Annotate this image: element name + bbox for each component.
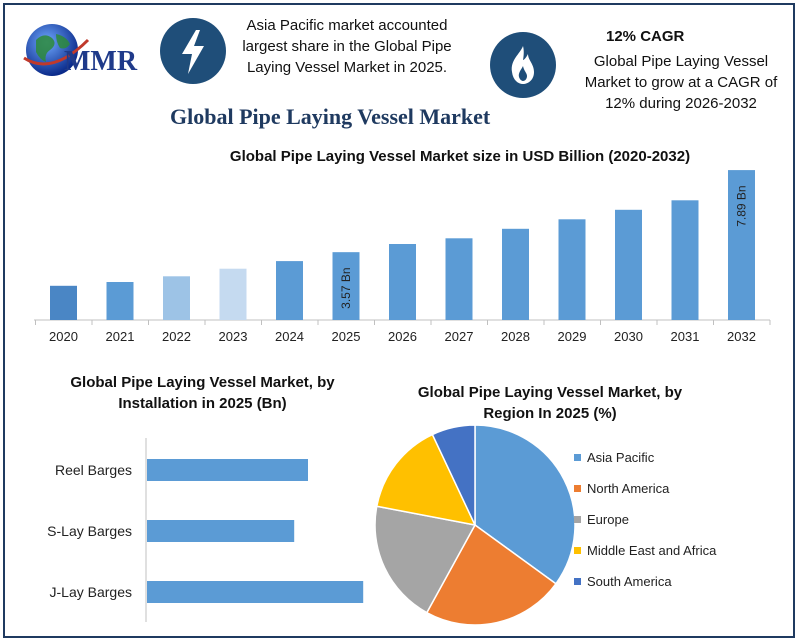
x-tick-label: 2026 <box>388 329 417 344</box>
x-tick-label: 2027 <box>445 329 474 344</box>
globe-icon <box>23 24 90 76</box>
bar-chart-title: Global Pipe Laying Vessel Market size in… <box>229 148 691 165</box>
bar-2029 <box>558 219 586 320</box>
pie-slice-south-america <box>431 424 476 526</box>
x-tick-label: 2020 <box>49 329 78 344</box>
x-tick-label: 2028 <box>501 329 530 344</box>
pie-chart-title: Global Pipe Laying Vessel Market, by Reg… <box>417 384 683 422</box>
x-tick-label: 2029 <box>558 329 587 344</box>
legend-item: South America <box>574 566 716 597</box>
x-tick-label: 2023 <box>219 329 248 344</box>
data-label: 7.89 Bn <box>735 185 749 226</box>
bar-2027 <box>445 238 473 320</box>
legend-label: South America <box>587 574 672 589</box>
pie-slice-north-america <box>425 523 557 626</box>
info-right-text: Global Pipe Laying Vessel Market to grow… <box>584 53 778 112</box>
bar-2031 <box>671 200 699 320</box>
installation-bar-chart: Reel Barges S-Lay Barges J-Lay Barges <box>47 438 364 622</box>
x-tick-label: 2031 <box>671 329 700 344</box>
logo-text: MMR <box>64 46 138 77</box>
bar-2030 <box>615 209 642 320</box>
legend-label: Middle East and Africa <box>587 543 717 558</box>
bar-2023 <box>219 268 247 320</box>
cagr-title: 12% CAGR <box>606 28 685 45</box>
bar-2026 <box>389 244 416 320</box>
legend-label: Europe <box>587 512 629 527</box>
hbar-j-lay-barges <box>147 581 364 603</box>
lightning-icon <box>160 18 226 84</box>
pie-slice-europe <box>374 505 477 614</box>
region-pie-chart <box>374 424 576 626</box>
bar-2024 <box>276 261 303 320</box>
x-tick-label: 2030 <box>614 329 643 344</box>
bar-2022 <box>163 276 190 320</box>
main-title: Global Pipe Laying Vessel Market <box>170 104 491 129</box>
legend-item: Europe <box>574 504 716 535</box>
hbar-s-lay-barges <box>147 520 295 542</box>
x-tick-label: 2025 <box>332 329 361 344</box>
bar-2025 <box>332 252 360 320</box>
x-tick-label: 2022 <box>162 329 191 344</box>
pie-slice-middle-east-and-africa <box>375 433 477 527</box>
category-label: S-Lay Barges <box>47 523 132 539</box>
data-label: 3.57 Bn <box>339 267 353 308</box>
legend-swatch <box>574 578 581 585</box>
bar-2020 <box>50 285 77 320</box>
legend-item: Middle East and Africa <box>574 535 716 566</box>
legend-item: Asia Pacific <box>574 442 716 473</box>
bar-2028 <box>502 228 529 320</box>
hbar-reel-barges <box>147 459 308 481</box>
legend-swatch <box>574 547 581 554</box>
info-left-text: Asia Pacific market accounted largest sh… <box>242 17 452 76</box>
hbar-chart-title: Global Pipe Laying Vessel Market, by Ins… <box>70 374 335 412</box>
x-tick-label: 2021 <box>106 329 135 344</box>
flame-icon <box>490 32 556 98</box>
mmr-logo: MMR <box>12 18 152 88</box>
legend-swatch <box>574 485 581 492</box>
infographic-frame <box>3 3 795 638</box>
category-label: Reel Barges <box>55 462 132 478</box>
bar-2032 <box>728 170 755 320</box>
x-tick-label: 2024 <box>275 329 304 344</box>
market-size-bar-chart: 2020 2021 2022 2023 2024 2025 3.57 Bn 2026 2027 2… <box>34 170 771 344</box>
legend-swatch <box>574 454 581 461</box>
legend-item: North America <box>574 473 716 504</box>
pie-slice-asia-pacific <box>474 424 576 585</box>
x-tick-label: 2032 <box>727 329 756 344</box>
legend-swatch <box>574 516 581 523</box>
legend-label: North America <box>587 481 670 496</box>
legend-label: Asia Pacific <box>587 450 655 465</box>
category-label: J-Lay Barges <box>50 584 132 600</box>
pie-legend: Asia Pacific North America Europe Middle Ea… <box>574 442 716 597</box>
bar-2021 <box>106 282 134 320</box>
